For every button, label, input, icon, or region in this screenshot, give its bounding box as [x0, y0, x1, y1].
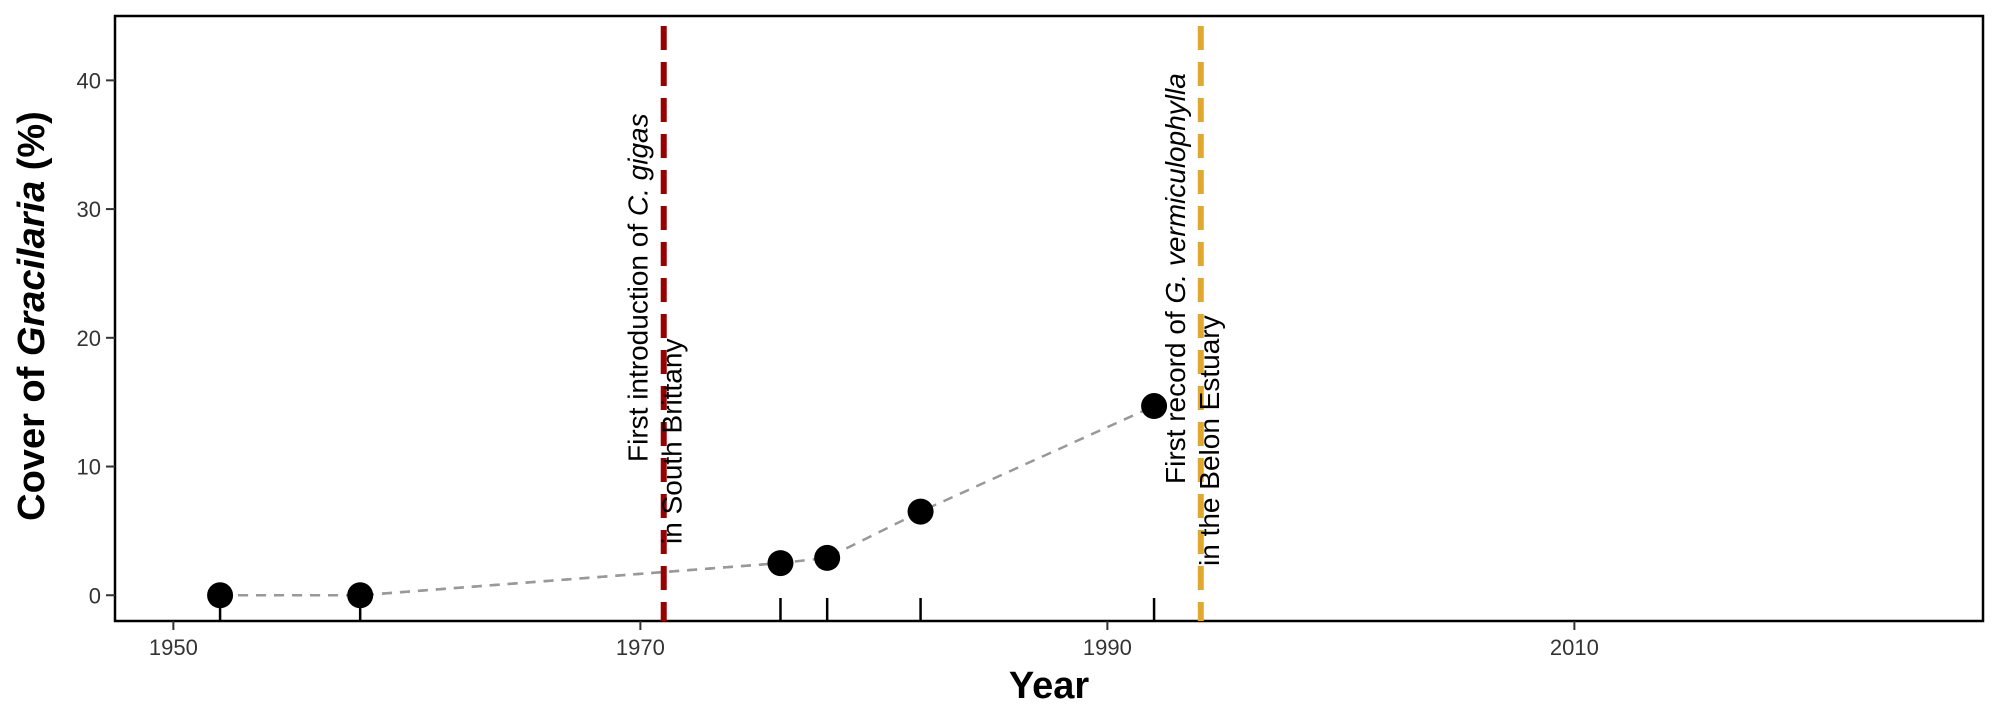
data-point	[207, 582, 234, 609]
y-tick-label: 10	[77, 455, 101, 480]
reference-line-annotation: First record of G. vermiculophyllain the…	[1160, 73, 1225, 566]
annotation-text: First introduction of	[623, 216, 654, 462]
y-axis-title: Cover of Gracilaria (%)	[11, 111, 53, 521]
y-tick-label: 0	[89, 583, 101, 608]
plot-layer: 0 10 20 30 40 1950 1970 1990 2010 First introduct…	[77, 14, 1985, 660]
data-point	[767, 550, 794, 577]
y-axis-title-part: (%)	[11, 111, 53, 181]
x-tick-label: 1970	[616, 635, 665, 660]
trend-line	[220, 561, 781, 597]
y-axis-title-part: Gracilaria	[11, 181, 53, 356]
annotation-text: in the Belon Estuary	[1194, 315, 1225, 566]
annotation-text: First record of	[1160, 304, 1191, 484]
data-point	[814, 544, 841, 571]
data-point	[907, 498, 934, 525]
reference-line-annotation: First introduction of C. gigas in South B…	[623, 113, 688, 544]
annotation-text: G. vermiculophylla	[1160, 73, 1191, 303]
y-axis-title-part: Cover of	[11, 356, 53, 521]
annotation-text: in South Brittany	[657, 339, 688, 544]
y-tick-label: 40	[77, 68, 101, 93]
y-tick-label: 30	[77, 197, 101, 222]
x-tick-label: 2010	[1550, 635, 1599, 660]
x-tick-label: 1950	[149, 635, 198, 660]
data-point	[1141, 393, 1168, 420]
annotation-text: C. gigas	[623, 113, 654, 216]
x-axis-title: Year	[1009, 665, 1090, 707]
x-tick-label: 1990	[1083, 635, 1132, 660]
data-point	[347, 582, 374, 609]
series-line	[220, 404, 1155, 597]
y-tick-label: 20	[77, 326, 101, 351]
plot-border	[113, 14, 1985, 623]
